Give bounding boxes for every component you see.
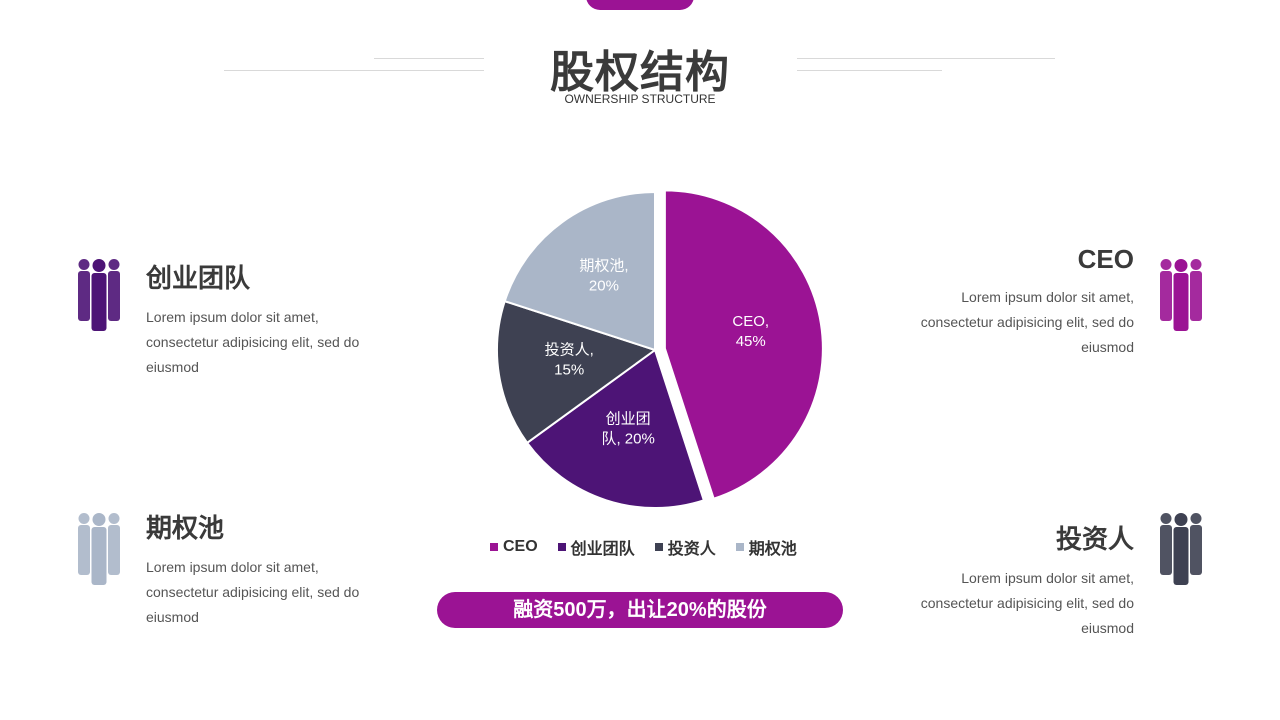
pie-slice (503, 190, 656, 352)
team-block: 创业团队 Lorem ipsum dolor sit amet, consect… (146, 258, 406, 380)
team-desc-line: consectetur adipisicing elit, sed do (146, 334, 360, 350)
pie-data-label-line: 投资人, (545, 342, 594, 359)
pool-block: 期权池 Lorem ipsum dolor sit amet, consecte… (146, 508, 406, 630)
people-group-icon (74, 259, 124, 331)
chart-legend: CEO 创业团队 投资人 期权池 (490, 535, 830, 559)
ceo-description: Lorem ipsum dolor sit amet, consectetur … (874, 285, 1134, 360)
legend-item: 创业团队 (557, 535, 635, 559)
investor-description: Lorem ipsum dolor sit amet, consectetur … (874, 566, 1134, 641)
team-desc-line: Lorem ipsum dolor sit amet, (146, 309, 319, 325)
people-group-icon-graphic (78, 259, 120, 331)
investor-desc-line: consectetur adipisicing elit, sed do (920, 595, 1134, 611)
ceo-desc-line: Lorem ipsum dolor sit amet, (961, 289, 1134, 305)
legend-label: 创业团队 (570, 541, 635, 558)
pool-desc-line: consectetur adipisicing elit, sed do (146, 584, 360, 600)
ceo-block: CEO Lorem ipsum dolor sit amet, consecte… (874, 244, 1134, 360)
pool-description: Lorem ipsum dolor sit amet, consectetur … (146, 555, 406, 630)
people-group-icon-graphic (1160, 259, 1202, 331)
pie-data-label-line: 15% (554, 362, 584, 379)
legend-item: CEO (490, 535, 538, 559)
legend-swatch (735, 543, 744, 551)
legend-swatch (654, 543, 663, 551)
page-title: 股权结构 (550, 48, 730, 97)
pie-data-label-line: 20% (589, 278, 619, 295)
legend-label: CEO (503, 538, 538, 555)
legend-item: 期权池 (735, 535, 797, 559)
investor-title: 投资人 (1055, 524, 1134, 554)
title-divider-right-short (797, 70, 942, 71)
ceo-title: CEO (1077, 244, 1134, 274)
people-group-icon-graphic (1160, 513, 1202, 585)
top-accent-tab (586, 0, 694, 10)
ceo-desc-line: eiusmod (1081, 339, 1134, 355)
pie-data-label-line: 创业团 (606, 411, 651, 428)
people-group-icon-graphic (78, 513, 120, 585)
legend-label: 投资人 (667, 541, 716, 558)
people-group-icon (1156, 513, 1206, 585)
pool-desc-line: eiusmod (146, 609, 199, 625)
team-title: 创业团队 (146, 263, 251, 293)
pie-slice (525, 348, 706, 509)
legend-label: 期权池 (748, 541, 797, 558)
pie-data-label: 期权池, 20% (579, 258, 628, 295)
pie-data-label: 创业团队, 20% (601, 411, 654, 448)
legend-item: 投资人 (654, 535, 716, 559)
funding-banner: 融资500万，出让20%的股份 (437, 592, 843, 628)
title-divider-left (224, 70, 484, 71)
pie-data-label: 投资人, 15% (545, 342, 594, 379)
title-divider-left-short (374, 58, 484, 59)
ownership-pie-chart: CEO, 45% 创业团队, 20% 投资人, 15% 期权池, 20% (496, 189, 824, 509)
legend-swatch (557, 543, 566, 551)
page-subtitle: OWNERSHIP STRUCTURE (564, 92, 716, 106)
pool-title: 期权池 (146, 513, 225, 543)
pie-data-label-line: 队, 20% (601, 431, 654, 448)
pie-data-label-line: CEO, (732, 313, 769, 330)
pool-desc-line: Lorem ipsum dolor sit amet, (146, 559, 319, 575)
pie-data-label-line: 45% (736, 333, 766, 350)
pie-data-label: CEO, 45% (732, 313, 769, 350)
pie-slice (496, 299, 658, 445)
pie-data-label-line: 期权池, (579, 258, 628, 275)
pie-slice (663, 189, 824, 500)
investor-desc-line: Lorem ipsum dolor sit amet, (961, 570, 1134, 586)
team-desc-line: eiusmod (146, 359, 199, 375)
legend-swatch (490, 543, 498, 551)
ceo-desc-line: consectetur adipisicing elit, sed do (920, 314, 1134, 330)
title-divider-right (797, 58, 1055, 59)
investor-desc-line: eiusmod (1081, 620, 1134, 636)
team-description: Lorem ipsum dolor sit amet, consectetur … (146, 305, 406, 380)
investor-block: 投资人 Lorem ipsum dolor sit amet, consecte… (874, 519, 1134, 641)
people-group-icon (74, 513, 124, 585)
people-group-icon (1156, 259, 1206, 331)
